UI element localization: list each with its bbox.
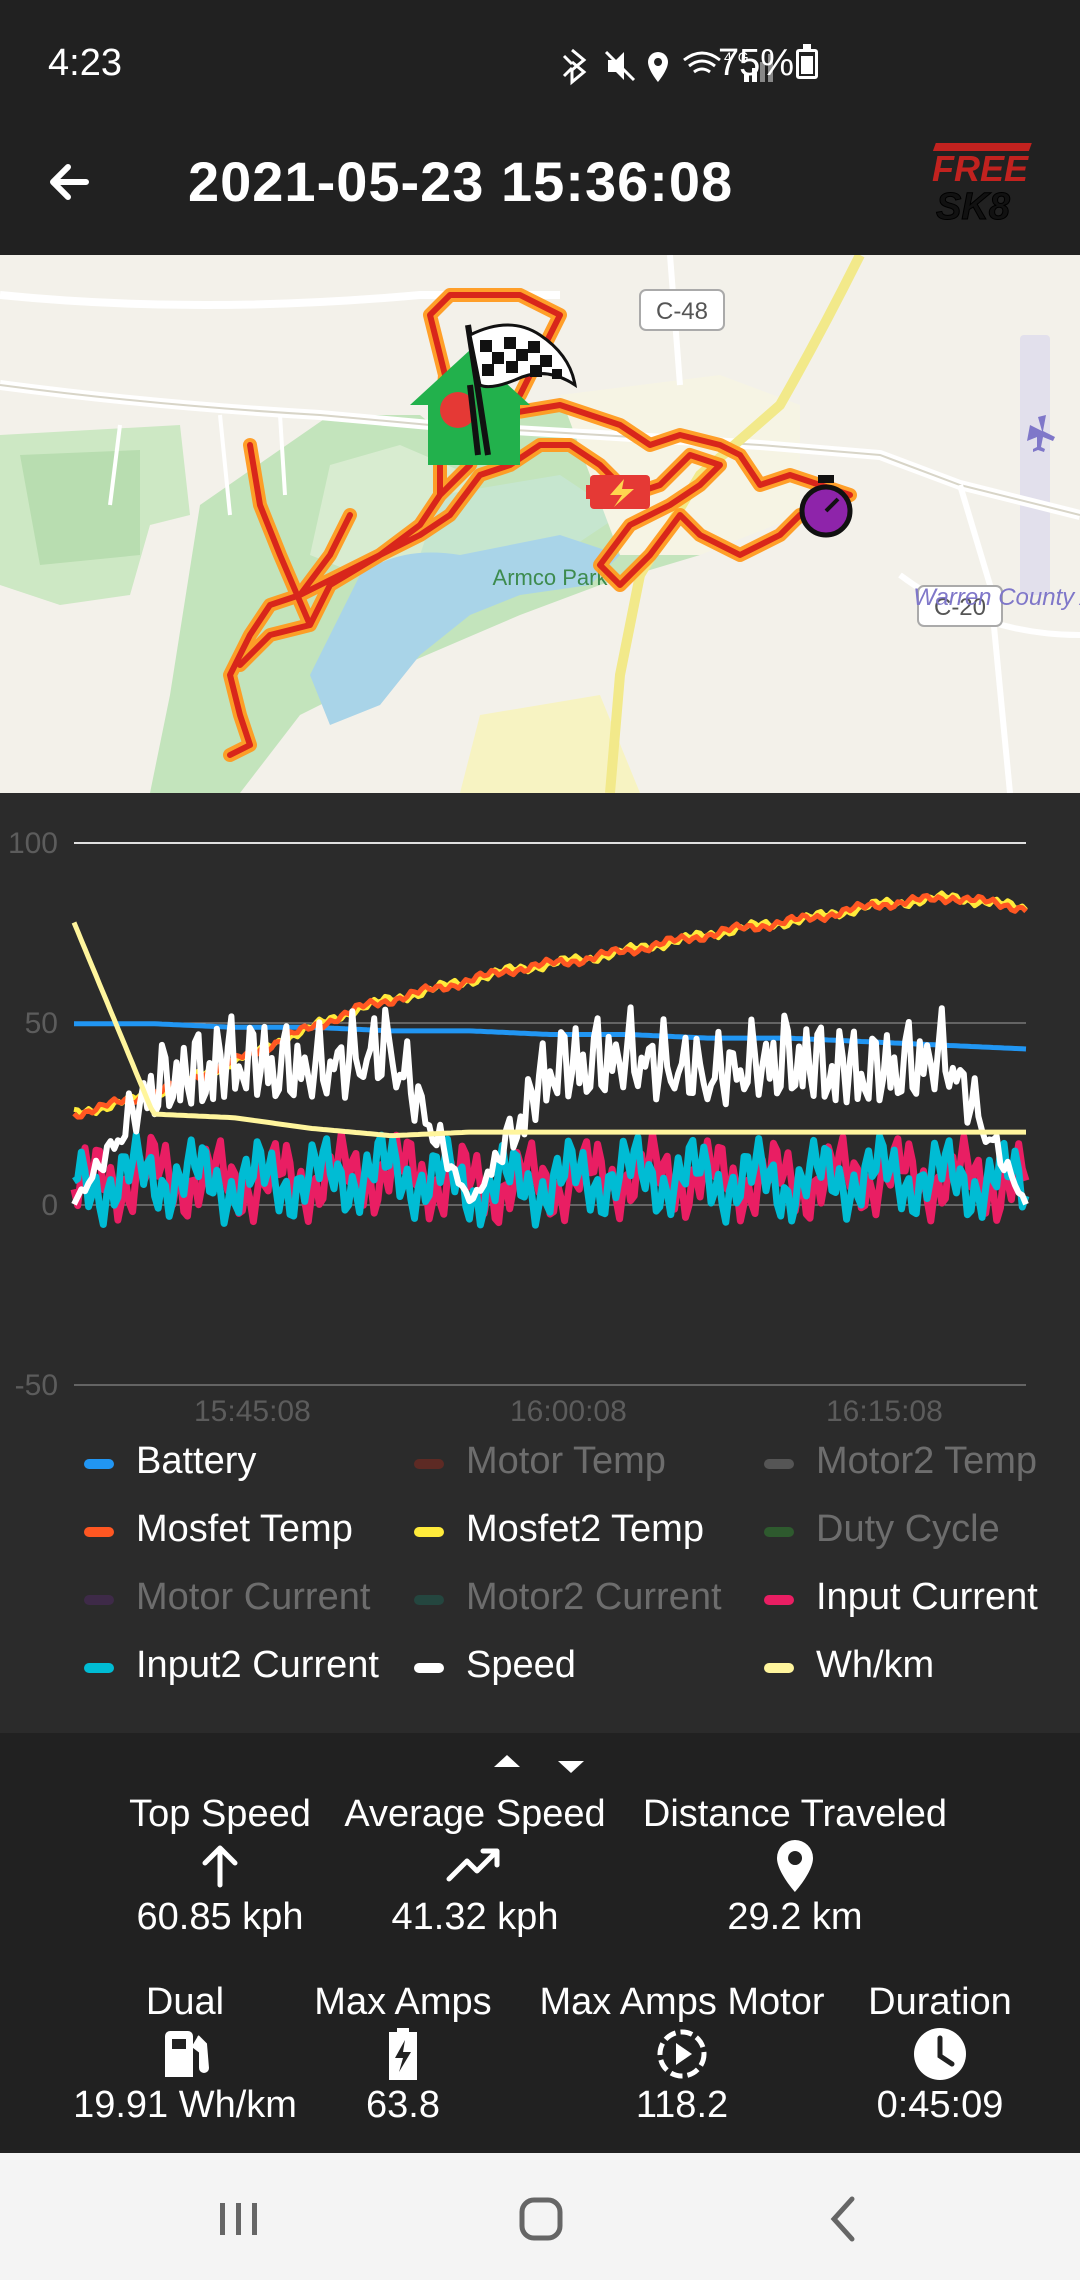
road-label-c20: C-20: [917, 585, 1003, 627]
y-tick-label: -50: [14, 1369, 58, 1402]
x-tick-label: 15:45:08: [194, 1395, 311, 1428]
motor-play-icon: [657, 2029, 707, 2079]
series-line-wh-km: [71, 921, 1026, 1139]
freesk8-logo: FREE SK8: [932, 143, 1032, 227]
chart-plot: [70, 842, 1030, 1386]
arrow-up-icon: [202, 1845, 238, 1888]
road-label-c48: C-48: [639, 289, 725, 331]
map-canvas: C-48 C-20 Armco Park Warren County Airpo…: [0, 255, 1080, 793]
home-nav-icon[interactable]: [519, 2197, 563, 2241]
y-tick-label: 50: [24, 1007, 58, 1040]
fuel-pump-icon: [165, 2031, 210, 2077]
svg-text:C-48: C-48: [656, 298, 708, 325]
chart-series-group: [70, 890, 1030, 1229]
clock-icon: [914, 2028, 966, 2080]
status-bar: 4:23 4G 75%: [0, 0, 1080, 107]
average-speed-stat: Average Speed 41.32 kph: [344, 1793, 606, 1938]
series-line-speed: [71, 1004, 1029, 1206]
bluetooth-icon: [562, 48, 587, 86]
battery-charging-icon: [389, 2028, 417, 2080]
wifi-icon: [683, 51, 721, 74]
svg-text:SK8: SK8: [936, 186, 1011, 227]
battery-icon: [796, 44, 818, 79]
ride-chart[interactable]: 100 50 0 -50 15:45:08 16:00:08 16:15:08 …: [0, 793, 1080, 1733]
y-tick-label: 0: [41, 1189, 58, 1222]
expand-down-icon[interactable]: [558, 1761, 584, 1773]
mute-icon: [604, 50, 636, 82]
map-label-airport: Warren County Airport: [913, 584, 1080, 611]
top-speed-stat: Top Speed 60.85 kph: [129, 1793, 311, 1938]
status-icons: 4G: [560, 46, 830, 94]
location-pin-icon: [777, 1840, 813, 1892]
x-tick-label: 16:00:08: [510, 1395, 627, 1428]
airport-runway: [1020, 335, 1050, 595]
trending-up-icon: [446, 1848, 500, 1882]
series-line-input2-current: [72, 1131, 1030, 1229]
stopwatch-marker: [799, 475, 853, 538]
efficiency-stat: Dual 19.91 Wh/km: [73, 1981, 297, 2126]
system-icons: 4G: [562, 48, 773, 86]
ride-summary: Top Speed 60.85 kph Average Speed 41.32 …: [0, 1733, 1080, 2153]
airport-icon: [1027, 415, 1055, 452]
status-time: 4:23: [48, 42, 122, 84]
svg-text:C-20: C-20: [934, 594, 986, 621]
home-marker: [410, 350, 530, 465]
map-label-park: Armco Park: [493, 565, 609, 590]
collapse-up-icon[interactable]: [494, 1755, 520, 1767]
recent-apps-icon[interactable]: [220, 2203, 257, 2235]
max-amps-motor-stat: Max Amps Motor 118.2: [539, 1981, 825, 2126]
page-title: 2021-05-23 15:36:08: [188, 150, 734, 213]
location-icon: [648, 52, 668, 82]
network-type: 4G: [724, 49, 755, 65]
duration-stat: Duration 0:45:09: [868, 1981, 1012, 2126]
battery-marker: [586, 475, 650, 509]
signal-icon: [744, 54, 773, 82]
x-tick-label: 16:15:08: [826, 1395, 943, 1428]
ride-map[interactable]: C-48 C-20 Armco Park Warren County Airpo…: [0, 255, 1080, 793]
distance-stat: Distance Traveled 29.2 km: [642, 1793, 948, 1938]
y-tick-label: 100: [7, 827, 58, 860]
lake: [310, 535, 620, 725]
back-nav-icon[interactable]: [830, 2196, 855, 2242]
app-bar: 2021-05-23 15:36:08 FREE SK8: [0, 107, 1080, 255]
system-nav-bar: [0, 2153, 1080, 2280]
finish-flag-icon: [465, 323, 578, 456]
max-amps-stat: Max Amps 63.8: [314, 1981, 492, 2126]
battery-percent: 75%: [718, 42, 795, 84]
svg-text:FREE: FREE: [932, 148, 1029, 189]
back-arrow-icon[interactable]: [40, 147, 110, 217]
